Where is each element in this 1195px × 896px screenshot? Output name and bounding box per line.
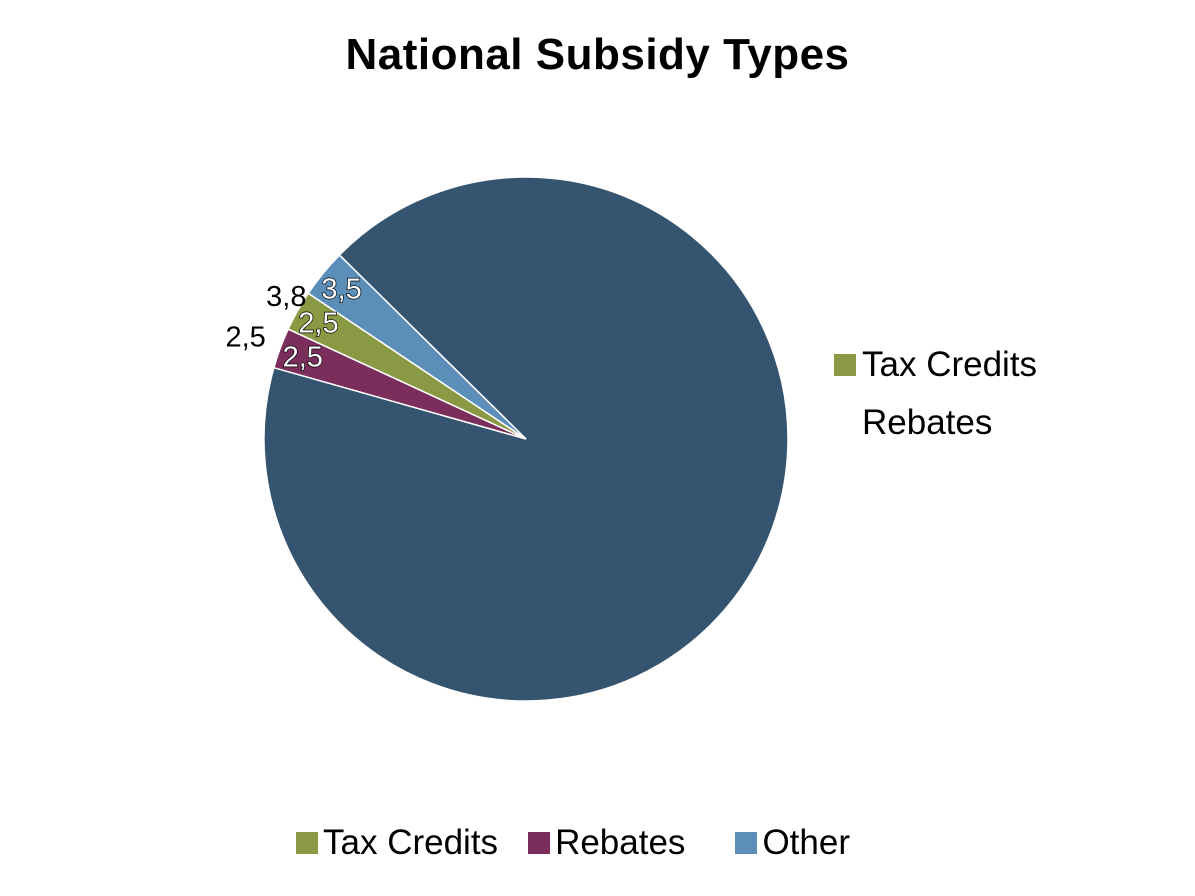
- side-legend-label: Rebates: [862, 403, 993, 442]
- bottom-legend: Tax Credits Rebates Other: [296, 818, 850, 868]
- data-label-inner-tax-credits: 2,5: [298, 308, 338, 340]
- data-label-outer-rebates: 2,5: [225, 321, 265, 353]
- legend-swatch-rebates-missing: [834, 412, 856, 434]
- bottom-legend-item-other[interactable]: Other: [735, 823, 850, 863]
- legend-swatch-tax-credits: [834, 354, 856, 376]
- legend-swatch-other: [735, 832, 758, 854]
- pie-slices: [263, 176, 789, 702]
- legend-swatch-rebates: [528, 832, 551, 854]
- bottom-legend-label: Other: [762, 823, 850, 862]
- legend-swatch-tax-credits: [296, 832, 318, 854]
- bottom-legend-item-rebates[interactable]: Rebates: [528, 823, 685, 863]
- pie-data-labels: 2,52,5 2,53,8 3,5: [225, 273, 362, 374]
- bottom-legend-label: Rebates: [555, 823, 686, 862]
- bottom-legend-label: Tax Credits: [323, 823, 499, 862]
- bottom-legend-item-tax-credits[interactable]: Tax Credits: [296, 823, 498, 863]
- side-legend: Tax Credits Rebates: [834, 336, 1037, 452]
- side-legend-item-rebates[interactable]: Rebates: [834, 394, 1037, 452]
- chart-title: National Subsidy Types: [345, 30, 850, 79]
- side-legend-item-tax-credits[interactable]: Tax Credits: [834, 336, 1037, 394]
- pie-slice-other[interactable]: [307, 253, 527, 440]
- side-legend-label: Tax Credits: [862, 345, 1038, 384]
- data-label-inner-other: 3,5: [321, 274, 361, 306]
- data-label-inner-rebates: 2,5: [283, 341, 323, 373]
- data-label-outer-tax-credits: 3,8: [266, 281, 306, 313]
